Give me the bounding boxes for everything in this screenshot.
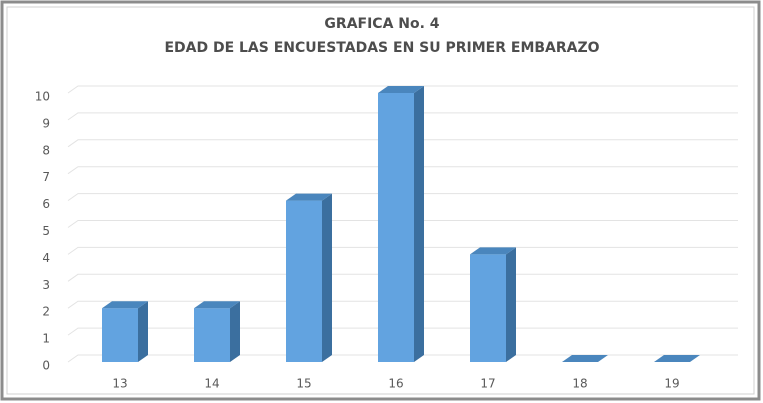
y-tick-label: 1 [42, 332, 50, 346]
y-tick-label: 3 [42, 278, 50, 292]
y-tick-label: 0 [42, 359, 50, 373]
grid-line [67, 354, 738, 363]
bar-top [102, 301, 148, 309]
grid-line [67, 300, 738, 309]
bar-top [194, 301, 240, 309]
bar [470, 254, 506, 362]
bar-side [322, 193, 332, 362]
grid-line [67, 166, 738, 175]
y-tick-label: 9 [42, 116, 50, 130]
y-tick-label: 8 [42, 143, 50, 157]
bar-top [286, 193, 332, 201]
bar [102, 308, 138, 362]
chart-subtitle: EDAD DE LAS ENCUESTADAS EN SU PRIMER EMB… [164, 40, 599, 56]
grid-line [67, 193, 738, 202]
x-tick-label: 19 [664, 377, 679, 391]
grid-line [67, 112, 738, 121]
bar-top [470, 247, 516, 255]
bar-top [654, 355, 700, 362]
grid-line [67, 139, 738, 148]
x-tick-label: 16 [388, 377, 403, 391]
y-tick-label: 6 [42, 197, 50, 211]
bar [378, 93, 414, 362]
x-tick-label: 17 [480, 377, 495, 391]
bar [286, 200, 322, 362]
x-tick-label: 14 [204, 377, 219, 391]
x-tick-label: 15 [296, 377, 311, 391]
y-tick-label: 5 [42, 224, 50, 238]
chart-title: GRAFICA No. 4 [324, 16, 439, 32]
grid-line [67, 273, 738, 282]
y-tick-label: 2 [42, 305, 50, 319]
grid-line [67, 327, 738, 336]
bar-side [506, 247, 516, 362]
bar-side [230, 301, 240, 362]
grid-line [67, 85, 738, 94]
grid-line [67, 246, 738, 255]
grid-line [67, 220, 738, 228]
bar-top [562, 355, 608, 362]
bar-side [138, 301, 148, 362]
y-tick-label: 4 [42, 251, 50, 265]
y-tick-label: 7 [42, 170, 50, 184]
x-tick-label: 18 [572, 377, 587, 391]
bar-top [378, 86, 424, 93]
chart-inner-frame [6, 6, 755, 395]
x-tick-label: 13 [112, 377, 127, 391]
bar [194, 308, 230, 362]
y-tick-label: 10 [35, 90, 50, 104]
bar-side [414, 86, 424, 362]
